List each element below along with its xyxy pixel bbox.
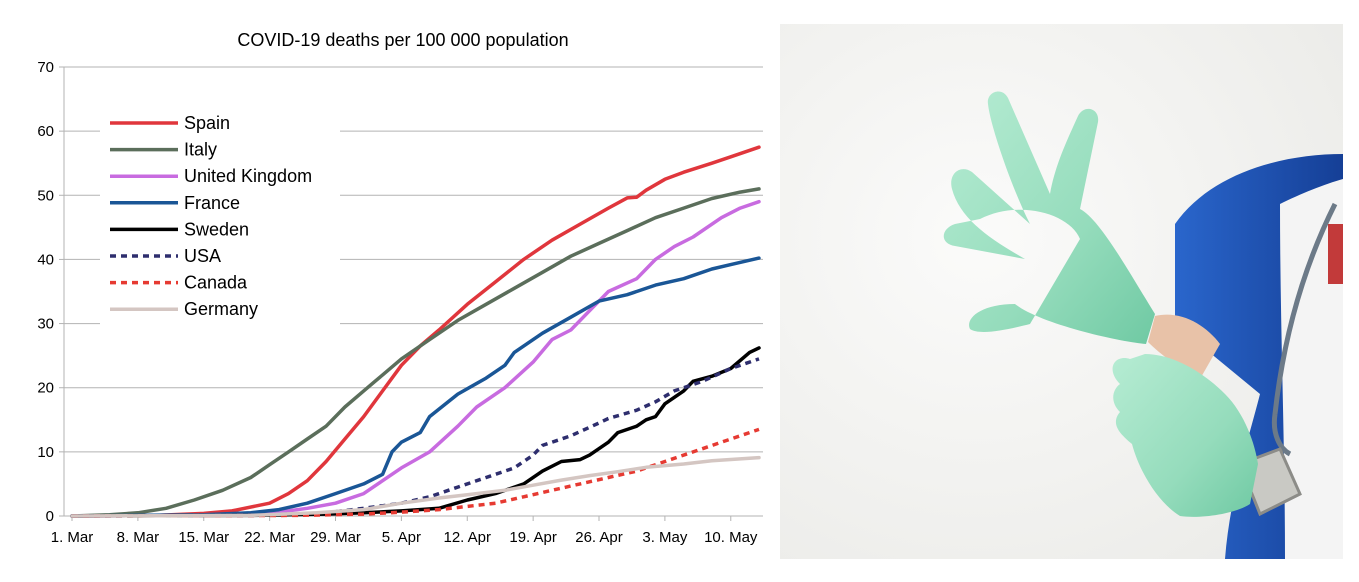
white-coat: [1280, 179, 1343, 559]
x-tick-label: 8. Mar: [117, 529, 160, 546]
x-tick-label: 10. May: [704, 529, 758, 546]
y-tick-label: 0: [46, 508, 54, 525]
x-tick-label: 3. May: [642, 529, 688, 546]
legend-label: France: [184, 193, 240, 213]
series-line-spain: [70, 145, 761, 518]
x-tick-label: 12. Apr: [443, 529, 491, 546]
badge: [1328, 224, 1343, 284]
upper-glove: [943, 91, 1155, 344]
series-line-united-kingdom: [70, 199, 761, 518]
axes: 0 10 20 30 40 50 60 70 1. Mar 8. Mar 15. Mar 22. Ma…: [37, 59, 763, 546]
legend-label: Spain: [184, 113, 230, 133]
y-tick-label: 60: [37, 123, 54, 140]
upper-arm: [1148, 314, 1220, 379]
line-chart: COVID-19 deaths per 100 000 population 0…: [37, 30, 763, 546]
x-tick-label: 1. Mar: [51, 529, 94, 546]
stethoscope-icon: [1271, 202, 1338, 457]
legend-label: Canada: [184, 273, 248, 293]
series-line-germany: [70, 455, 761, 518]
lower-glove: [1112, 354, 1258, 517]
y-tick-label: 70: [37, 59, 54, 76]
x-tick-label: 22. Mar: [244, 529, 295, 546]
y-tick-label: 20: [37, 380, 54, 397]
legend-label: United Kingdom: [184, 166, 312, 186]
x-tick-label: 26. Apr: [575, 529, 623, 546]
legend-background: [100, 105, 340, 327]
x-tick-label: 19. Apr: [509, 529, 557, 546]
x-tick-label: 5. Apr: [382, 529, 421, 546]
legend: Spain Italy United Kingdom France Sweden USA C…: [100, 105, 340, 327]
gloves-photo: [780, 24, 1343, 559]
y-tick-label: 30: [37, 316, 54, 333]
series-line-italy: [70, 187, 761, 518]
y-tick-label: 40: [37, 251, 54, 268]
legend-label: USA: [184, 246, 221, 266]
series-line-sweden: [70, 346, 761, 518]
photo-illustration: [780, 24, 1343, 559]
legend-label: Sweden: [184, 219, 249, 239]
legend-label: Italy: [184, 140, 217, 160]
series-line-canada: [71, 427, 760, 518]
x-tick-label: 29. Mar: [310, 529, 361, 546]
y-tick-label: 10: [37, 444, 54, 461]
series-lines: [70, 145, 761, 518]
chart-title: COVID-19 deaths per 100 000 population: [237, 30, 568, 50]
y-tick-label: 50: [37, 187, 54, 204]
x-tick-label: 15. Mar: [178, 529, 229, 546]
chart-panel: COVID-19 deaths per 100 000 population 0…: [37, 30, 763, 546]
series-line-france: [70, 256, 761, 518]
series-line-usa: [71, 357, 760, 518]
legend-label: Germany: [184, 299, 258, 319]
